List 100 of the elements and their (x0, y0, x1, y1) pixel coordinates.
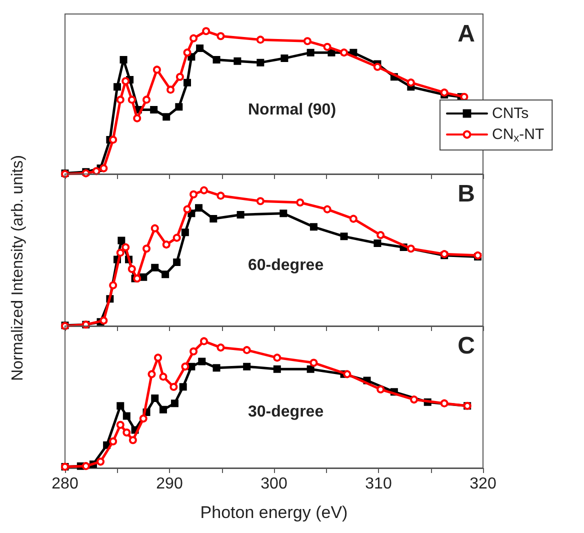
point (150, 224, 159, 232)
point (100, 164, 108, 172)
point (195, 204, 203, 212)
point (340, 232, 348, 240)
point (159, 372, 168, 381)
point (216, 344, 225, 352)
point (151, 394, 159, 402)
point (140, 273, 148, 281)
point (216, 32, 225, 40)
point (109, 136, 118, 144)
point (120, 56, 128, 64)
point (128, 96, 136, 104)
point (118, 236, 126, 244)
point (406, 244, 415, 253)
x-tick-label: 290 (156, 476, 183, 492)
point (200, 186, 208, 194)
point (82, 462, 90, 470)
point (273, 365, 281, 373)
point (373, 62, 382, 71)
point (181, 362, 190, 371)
point (179, 383, 187, 391)
point (150, 106, 158, 114)
x-tick-label: 310 (365, 476, 392, 492)
point (280, 210, 288, 218)
point (139, 414, 148, 423)
point (116, 420, 124, 429)
x-tick-label: 300 (260, 476, 288, 492)
point (212, 56, 220, 64)
point (256, 58, 264, 66)
point (122, 412, 130, 420)
point (296, 198, 304, 206)
point (273, 354, 282, 362)
point (122, 77, 130, 86)
x-tick-label: 320 (470, 476, 496, 492)
point (410, 396, 418, 404)
point (142, 244, 151, 253)
annotation: Normal (90) (248, 102, 336, 118)
point (116, 96, 124, 104)
point (202, 27, 210, 36)
point (122, 428, 131, 436)
point (216, 192, 225, 200)
point (376, 231, 385, 240)
y-axis-title: Normalized Intensity (arb. units) (10, 155, 26, 381)
point (162, 113, 170, 121)
point (190, 34, 198, 42)
point (109, 281, 118, 290)
point (175, 103, 183, 111)
point (196, 44, 204, 52)
point (152, 66, 161, 74)
point (236, 210, 244, 218)
point (212, 364, 220, 372)
point (406, 78, 415, 87)
annotation: C (458, 332, 476, 360)
point (184, 78, 192, 86)
point (340, 48, 348, 57)
point (310, 358, 318, 367)
point (133, 114, 142, 122)
point (210, 215, 218, 223)
point (176, 72, 184, 81)
annotation: B (458, 180, 476, 208)
point (306, 48, 314, 56)
point (310, 223, 318, 231)
point (280, 54, 288, 62)
point (142, 96, 151, 104)
point (323, 42, 332, 51)
point (376, 385, 385, 394)
point (343, 370, 352, 378)
point (148, 370, 156, 378)
point (190, 347, 198, 356)
point (243, 362, 251, 370)
point (162, 270, 170, 278)
point (256, 197, 264, 206)
legend-label: CNTs (492, 105, 529, 122)
point (349, 214, 358, 223)
point (374, 239, 382, 247)
x-axis-title: Photon energy (eV) (200, 503, 348, 522)
point (170, 382, 178, 391)
point (323, 205, 332, 214)
annotation: 30-degree (248, 404, 324, 421)
point (172, 234, 181, 242)
annotation: 60-degree (248, 257, 324, 274)
point (183, 48, 192, 57)
annotation: A (458, 20, 476, 48)
point (166, 86, 175, 94)
point (96, 458, 105, 466)
point (306, 365, 314, 373)
point (151, 264, 159, 272)
point (190, 190, 198, 198)
point (200, 337, 208, 346)
point (116, 402, 124, 410)
point (128, 436, 137, 444)
point (303, 37, 312, 46)
point (92, 167, 100, 176)
point (116, 248, 124, 257)
point (100, 316, 108, 325)
point (162, 240, 170, 249)
point (242, 346, 251, 354)
point (234, 57, 242, 65)
point (170, 400, 178, 408)
point (173, 258, 181, 266)
